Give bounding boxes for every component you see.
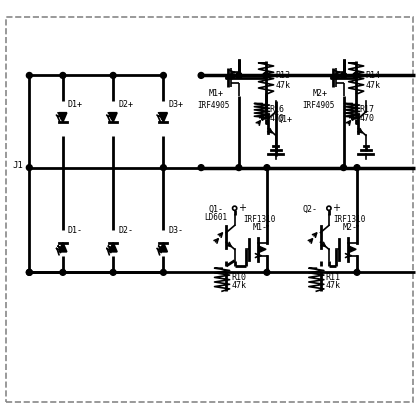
Circle shape (354, 269, 360, 275)
Text: M1+: M1+ (208, 89, 223, 98)
Circle shape (198, 72, 204, 78)
Circle shape (26, 269, 32, 275)
Text: M2+: M2+ (313, 89, 328, 98)
Polygon shape (59, 113, 67, 122)
Polygon shape (349, 246, 356, 253)
Text: R14: R14 (365, 71, 380, 80)
Text: D2+: D2+ (118, 100, 133, 109)
Circle shape (60, 72, 66, 78)
Text: D1+: D1+ (68, 100, 83, 109)
Circle shape (110, 269, 116, 275)
Polygon shape (59, 243, 67, 252)
Text: J1: J1 (12, 161, 23, 170)
Circle shape (160, 269, 166, 275)
Text: 470: 470 (360, 114, 375, 123)
Text: Q2-: Q2- (303, 204, 318, 214)
Polygon shape (160, 243, 167, 252)
Circle shape (341, 72, 347, 78)
Circle shape (354, 165, 360, 171)
Circle shape (264, 165, 270, 171)
Text: +: + (238, 203, 246, 213)
Text: 47k: 47k (326, 281, 341, 290)
Text: D2-: D2- (118, 226, 133, 235)
Text: 47k: 47k (365, 81, 380, 91)
Circle shape (341, 72, 347, 78)
Polygon shape (109, 113, 117, 122)
Circle shape (160, 72, 166, 78)
Text: 470: 470 (269, 114, 285, 123)
Circle shape (263, 72, 269, 78)
Circle shape (353, 72, 359, 78)
Text: R11: R11 (326, 273, 341, 282)
Circle shape (236, 72, 242, 78)
Polygon shape (259, 246, 266, 253)
Text: R10: R10 (231, 273, 246, 282)
Text: M1-: M1- (252, 222, 267, 232)
Text: +: + (332, 203, 340, 213)
Text: IRF1310: IRF1310 (243, 215, 276, 224)
Circle shape (264, 269, 270, 275)
Text: IRF1310: IRF1310 (334, 215, 366, 224)
Circle shape (26, 165, 32, 171)
Circle shape (110, 72, 116, 78)
Text: D3+: D3+ (168, 100, 184, 109)
Circle shape (236, 72, 242, 78)
Text: Q1+: Q1+ (277, 115, 292, 124)
Circle shape (236, 165, 242, 171)
Text: D1-: D1- (68, 226, 83, 235)
Polygon shape (160, 113, 167, 122)
Polygon shape (109, 243, 117, 252)
Circle shape (198, 165, 204, 171)
Text: Q1-: Q1- (208, 204, 223, 214)
Polygon shape (231, 76, 235, 79)
Text: D3-: D3- (168, 226, 184, 235)
Text: R16: R16 (269, 105, 285, 114)
Text: R13: R13 (275, 71, 290, 80)
Circle shape (353, 72, 359, 78)
Circle shape (263, 72, 269, 78)
Circle shape (160, 165, 166, 171)
Circle shape (60, 269, 66, 275)
Text: IRF4905: IRF4905 (302, 101, 335, 110)
Circle shape (26, 72, 32, 78)
Text: 47k: 47k (275, 81, 290, 91)
Circle shape (341, 165, 347, 171)
Text: 47k: 47k (231, 281, 246, 290)
Text: LD601: LD601 (204, 213, 228, 222)
Text: R17: R17 (360, 105, 375, 114)
Text: M2-: M2- (342, 222, 357, 232)
Text: IRF4905: IRF4905 (197, 101, 230, 110)
Circle shape (26, 269, 32, 275)
Polygon shape (336, 76, 339, 79)
